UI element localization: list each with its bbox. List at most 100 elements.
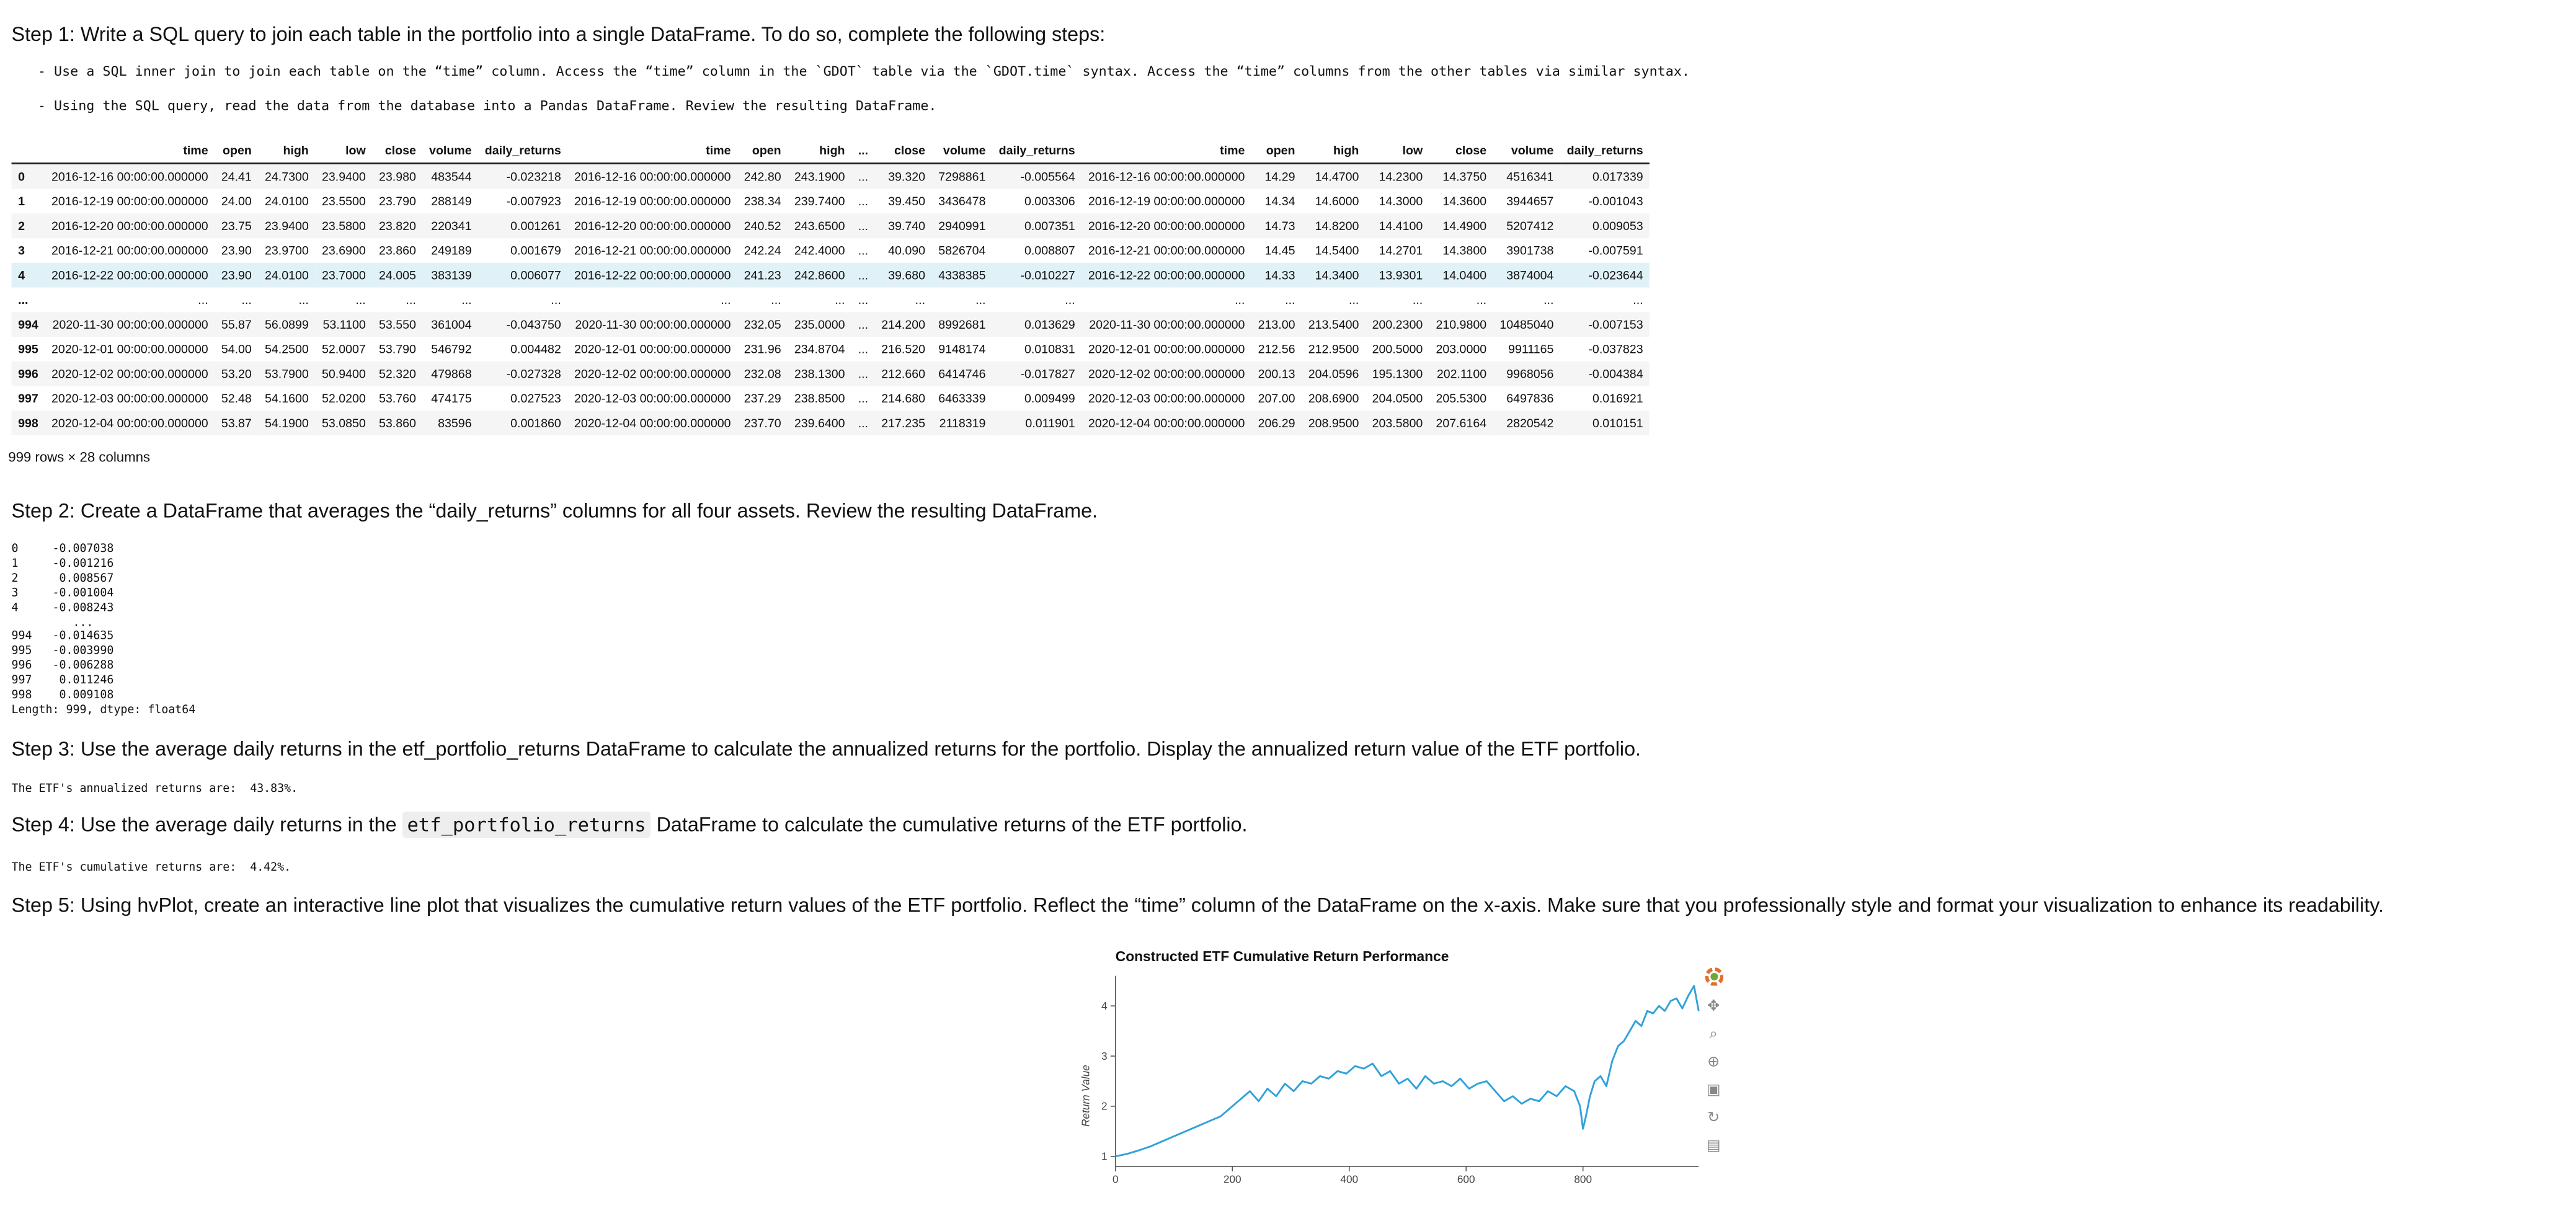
column-header: daily_returns	[1560, 138, 1650, 164]
cumulative-return-plot[interactable]: Constructed ETF Cumulative Return Perfor…	[1068, 939, 1733, 1207]
table-cell: 53.0850	[321, 415, 366, 431]
bokeh-logo-icon[interactable]	[1703, 967, 1723, 987]
table-cell: 14.3000	[1379, 193, 1423, 209]
table-cell: 13.9301	[1379, 267, 1423, 283]
table-cell: ...	[298, 292, 309, 308]
table-cell: 2020-12-04 00:00:00.000000	[1088, 415, 1245, 431]
table-cell: 2016-12-16 00:00:00.000000	[1088, 169, 1245, 184]
column-header: time	[1081, 138, 1252, 164]
table-cell: 241.23	[744, 267, 781, 283]
table-cell: 214.680	[881, 391, 926, 406]
table-cell: 54.00	[221, 342, 252, 357]
table-cell: ...	[1633, 292, 1643, 308]
table-cell: 54.1600	[265, 391, 309, 406]
table-row: 0 2016-12-16 00:00:00.000000 24.41 24.7300 2…	[11, 163, 1650, 189]
table-cell: 14.0400	[1442, 267, 1487, 283]
table-cell: ...	[835, 292, 845, 308]
table-cell: 23.860	[378, 243, 416, 258]
table-row: 3 2016-12-21 00:00:00.000000 23.90 23.9700 2…	[12, 238, 1650, 263]
table-cell: 53.87	[221, 415, 252, 431]
table-cell: 234.8704	[794, 342, 845, 357]
table-cell: -0.005564	[1020, 169, 1075, 184]
table-cell: 203.5800	[1372, 415, 1423, 431]
column-header: high	[1302, 138, 1366, 164]
table-cell: 220341	[431, 218, 472, 234]
table-cell: 0.010151	[1592, 415, 1643, 431]
table-cell: 23.5800	[321, 218, 366, 234]
column-header: close	[372, 138, 423, 164]
table-cell: 2020-12-03 00:00:00.000000	[51, 391, 208, 406]
column-header: close	[874, 138, 932, 164]
table-cell: 53.550	[378, 317, 416, 332]
dataframe-header-row: time open high low close volume daily_returns t…	[11, 138, 1650, 164]
table-cell: 14.2701	[1379, 243, 1423, 258]
row-index: 998	[18, 415, 38, 431]
step5-heading: Step 5: Using hvPlot, create an interact…	[11, 894, 2384, 917]
table-cell: 39.450	[888, 193, 926, 209]
table-cell: ...	[1412, 292, 1423, 308]
column-header: daily_returns	[992, 138, 1082, 164]
table-cell: 53.7900	[265, 366, 309, 381]
table-cell: 200.5000	[1372, 342, 1423, 357]
wheel-zoom-icon[interactable]: ⊕	[1707, 1053, 1720, 1070]
step2-output: 0 -0.007038 1 -0.001216 2 0.008567 3 -0.…	[11, 542, 196, 716]
table-cell: -0.001043	[1588, 193, 1643, 209]
save-icon[interactable]: ▣	[1706, 1081, 1721, 1098]
table-cell: 483544	[431, 169, 472, 184]
table-cell: 14.4700	[1315, 169, 1359, 184]
table-cell: 6463339	[938, 391, 986, 406]
table-cell: 53.760	[378, 391, 416, 406]
table-cell: 3901738	[1506, 243, 1554, 258]
table-cell: ...	[721, 292, 731, 308]
box-zoom-icon[interactable]: ⌕	[1709, 1025, 1718, 1042]
y-tick-label: 1	[1101, 1150, 1108, 1163]
column-header: volume	[1493, 138, 1561, 164]
table-cell: 52.48	[221, 391, 252, 406]
table-cell: 23.790	[378, 193, 416, 209]
table-cell: 0.006077	[510, 267, 561, 283]
step1-heading: Step 1: Write a SQL query to join each t…	[11, 23, 1106, 47]
table-cell: 53.20	[221, 366, 252, 381]
table-cell: 0.009053	[1592, 218, 1643, 234]
table-cell: 239.6400	[794, 415, 845, 431]
plot-svg[interactable]: Constructed ETF Cumulative Return Perfor…	[1068, 939, 1733, 1207]
table-cell: ...	[915, 292, 926, 308]
table-cell: ...	[355, 292, 366, 308]
table-cell: ...	[858, 218, 869, 234]
table-cell: 23.9400	[321, 169, 366, 184]
table-cell: ...	[1285, 292, 1295, 308]
table-cell: 39.320	[888, 169, 926, 184]
table-cell: 24.00	[221, 193, 252, 209]
table-cell: 2020-12-02 00:00:00.000000	[574, 366, 731, 381]
table-row: 1 2016-12-19 00:00:00.000000 24.00 24.0100 2…	[12, 189, 1650, 214]
table-cell: 232.08	[744, 366, 781, 381]
table-cell: 232.05	[744, 317, 781, 332]
table-cell: 205.5300	[1436, 391, 1487, 406]
table-cell: ...	[1543, 292, 1554, 308]
hover-icon[interactable]: ▤	[1706, 1137, 1721, 1153]
dataframe-shape: 999 rows × 28 columns	[8, 448, 151, 465]
table-row: 995 2020-12-01 00:00:00.000000 54.00 54.250…	[12, 337, 1650, 362]
table-cell: 23.90	[221, 267, 252, 283]
table-cell: 14.4900	[1442, 218, 1487, 234]
column-header: time	[567, 138, 738, 164]
table-cell: ...	[858, 169, 869, 184]
table-cell: 10485040	[1499, 317, 1554, 332]
row-index: 3	[18, 243, 25, 258]
table-cell: -0.010227	[1020, 267, 1075, 283]
table-cell: 53.1100	[322, 317, 366, 332]
table-cell: 200.2300	[1372, 317, 1423, 332]
pan-icon[interactable]: ✥	[1707, 997, 1720, 1014]
table-row: 997 2020-12-03 00:00:00.000000 52.48 54.160…	[12, 386, 1650, 411]
table-cell: 14.2300	[1379, 169, 1423, 184]
reset-icon[interactable]: ↻	[1707, 1109, 1720, 1126]
table-cell: -0.004384	[1588, 366, 1643, 381]
table-cell: 83596	[438, 415, 472, 431]
table-cell: 238.1300	[794, 366, 845, 381]
column-header: open	[1251, 138, 1302, 164]
row-index: 2	[18, 218, 25, 234]
table-cell: 53.790	[378, 342, 416, 357]
row-index: 996	[18, 366, 38, 381]
x-tick-label: 600	[1457, 1173, 1475, 1185]
table-cell: 203.0000	[1436, 342, 1487, 357]
